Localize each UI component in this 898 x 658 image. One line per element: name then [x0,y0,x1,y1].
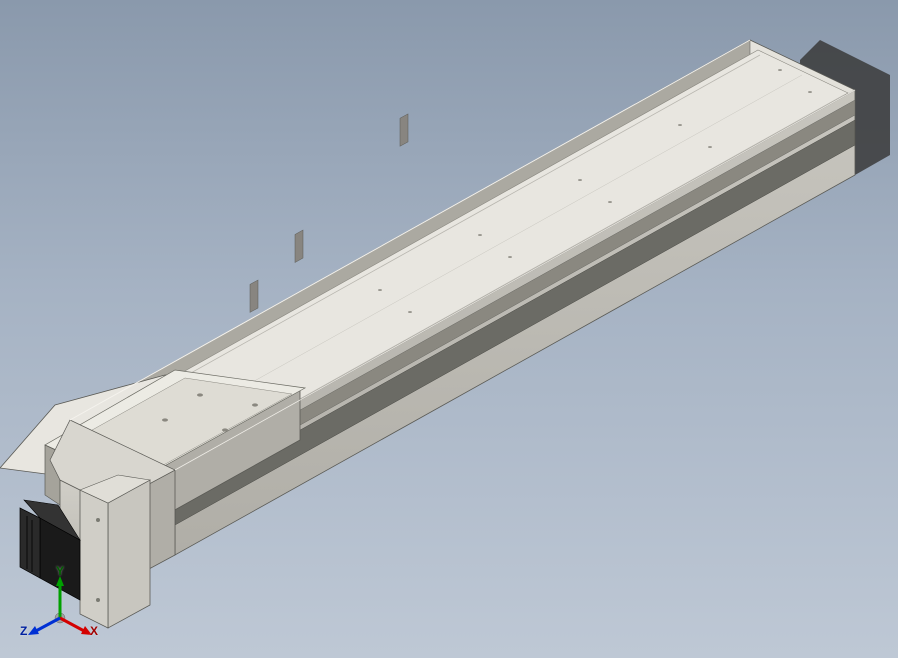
triad-z-axis [34,618,60,632]
triad-y-label: Y [56,564,64,578]
edge-highlight [175,90,855,470]
triad-svg [20,566,100,646]
triad-x-label: X [90,624,98,638]
model-render [0,0,898,658]
view-triad[interactable]: Y X Z [20,566,100,646]
triad-x-axis [60,618,86,632]
cad-viewport[interactable]: Y X Z [0,0,898,658]
triad-z-label: Z [20,624,27,638]
motor-cover-side [108,480,150,628]
